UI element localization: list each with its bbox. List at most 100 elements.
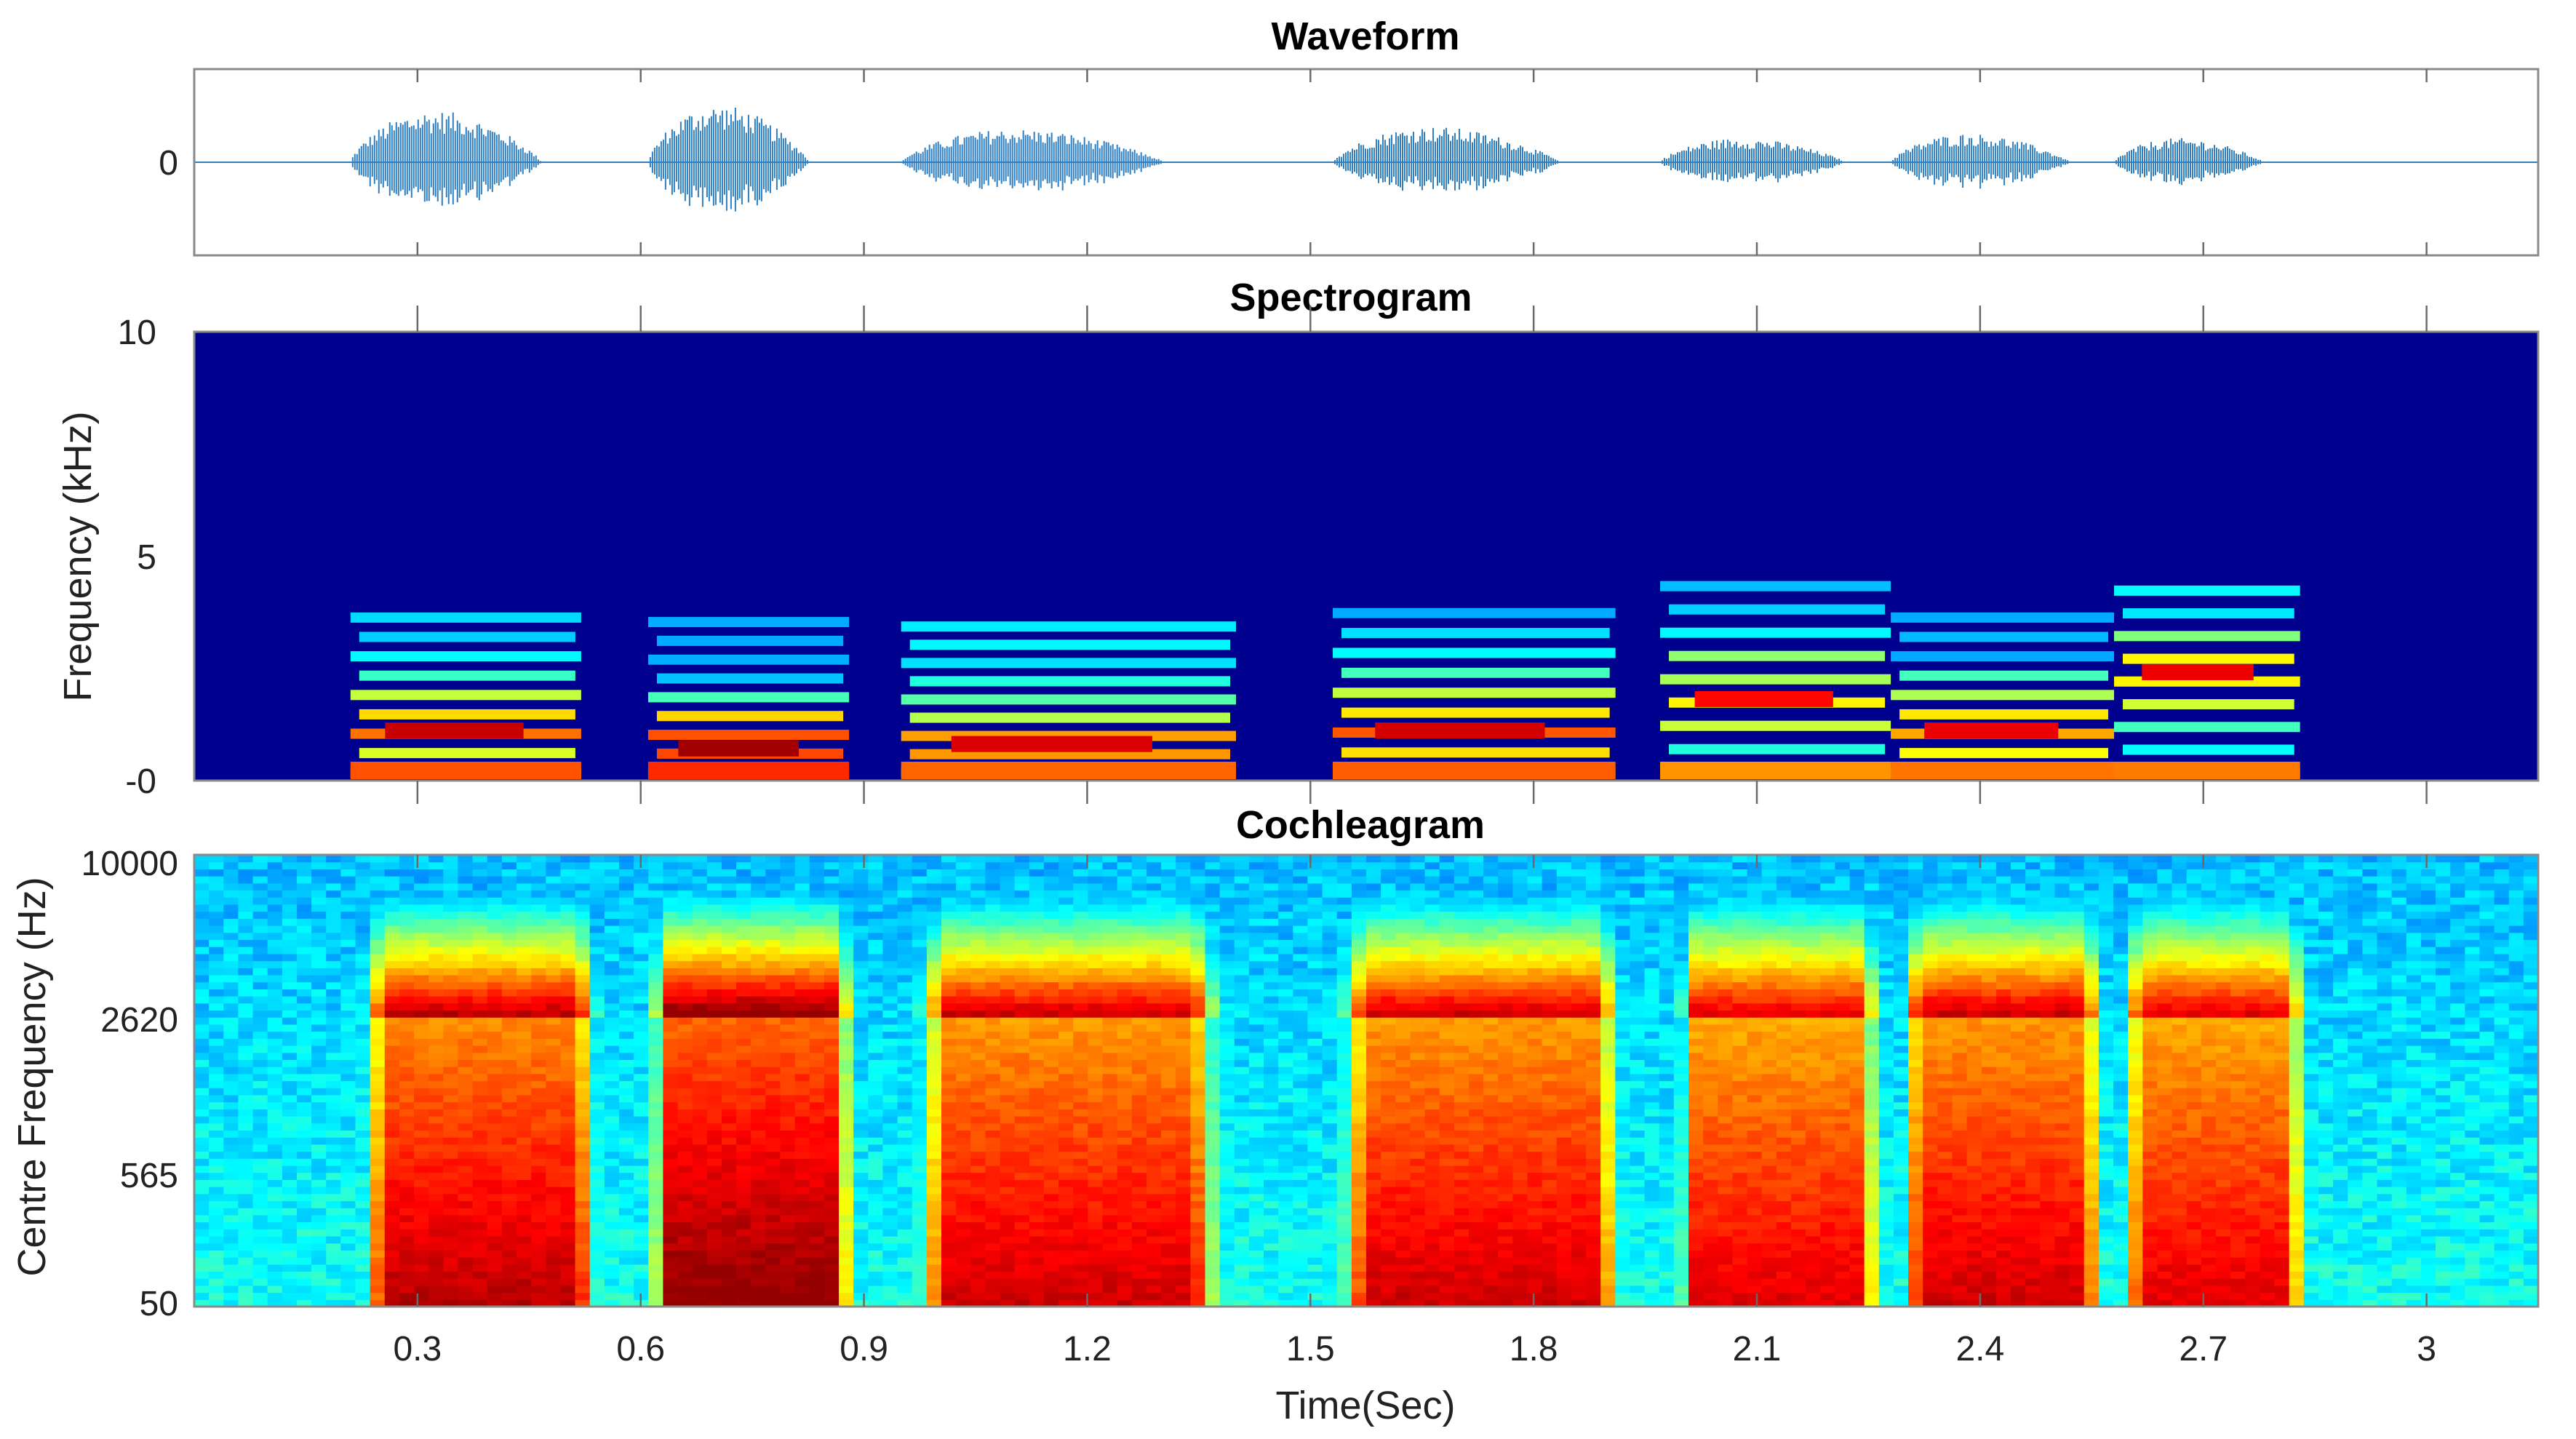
cochleagram-cell [853, 876, 869, 884]
cochleagram-cell [853, 1045, 869, 1053]
cochleagram-cell [1088, 1123, 1104, 1131]
cochleagram-cell [985, 1200, 1001, 1208]
cochleagram-cell [252, 1299, 268, 1307]
cochleagram-cell [765, 1017, 781, 1025]
cochleagram-cell [985, 897, 1001, 905]
cochleagram-cell [209, 876, 224, 884]
cochleagram-cell [1073, 1073, 1088, 1082]
cochleagram-cell [311, 1038, 327, 1046]
cochleagram-cell [809, 882, 825, 891]
cochleagram-cell [428, 1243, 444, 1251]
cochleagram-cell [809, 1243, 825, 1251]
cochleagram-cell [751, 1179, 766, 1187]
cochleagram-cell [1088, 1165, 1104, 1173]
cochleagram-cell [1219, 1151, 1235, 1159]
cochleagram-cell [531, 1229, 546, 1237]
cochleagram-cell [1278, 1172, 1293, 1180]
cochleagram-column [663, 855, 679, 1307]
cochleagram-cell [1161, 989, 1176, 997]
cochleagram-cell [912, 1200, 928, 1208]
cochleagram-cell [458, 953, 474, 962]
cochleagram-cell [546, 1144, 562, 1152]
cochleagram-cell [618, 911, 634, 919]
cochleagram-cell [267, 1278, 283, 1286]
cochleagram-cell [663, 897, 679, 905]
cochleagram-cell [546, 925, 562, 933]
cochleagram-cell [736, 1088, 751, 1096]
cochleagram-cell [458, 1017, 474, 1025]
cochleagram-cell [252, 911, 268, 919]
cochleagram-cell [736, 1059, 751, 1067]
cochleagram-cell [282, 1208, 298, 1216]
cochleagram-cell [839, 1285, 854, 1293]
cochleagram-cell [809, 1010, 825, 1018]
cochleagram-cell [1146, 1285, 1162, 1293]
spectrogram-ytick-10: 10 [118, 314, 156, 352]
cochleagram-cell [311, 1144, 327, 1152]
cochleagram-cell [765, 925, 781, 933]
cochleagram-cell [546, 904, 562, 912]
cochleagram-cell [1029, 869, 1045, 877]
cochleagram-cell [604, 1193, 620, 1202]
cochleagram-cell [282, 1059, 298, 1067]
cochleagram-cell [282, 1278, 298, 1286]
cochleagram-cell [575, 1123, 591, 1131]
cochleagram-cell [399, 1002, 415, 1011]
cochleagram-column [1205, 855, 1221, 1307]
spectrogram-low-band [901, 762, 1236, 779]
cochleagram-cell [692, 1073, 708, 1082]
cochleagram-cell [428, 1073, 444, 1082]
cochleagram-cell [1000, 918, 1016, 926]
cochleagram-cell [252, 1179, 268, 1187]
cochleagram-cell [501, 1235, 517, 1244]
cochleagram-cell [458, 1193, 474, 1202]
cochleagram-cell [531, 968, 546, 976]
cochleagram-cell [267, 932, 283, 941]
cochleagram-cell [868, 1059, 884, 1067]
cochleagram-cell [1131, 1250, 1147, 1258]
cochleagram-cell [546, 861, 562, 870]
cochleagram-cell [912, 1094, 928, 1103]
cochleagram-cell [1073, 897, 1088, 905]
cochleagram-cell [751, 1221, 766, 1229]
cochleagram-cell [296, 960, 312, 968]
cochleagram-cell [1131, 932, 1147, 941]
cochleagram-cell [706, 946, 722, 954]
cochleagram-cell [706, 1208, 722, 1216]
cochleagram-cell [839, 1144, 854, 1152]
cochleagram-cell [618, 1243, 634, 1251]
cochleagram-cell [985, 1045, 1001, 1053]
cochleagram-cell [604, 1116, 620, 1124]
cochleagram-cell [839, 882, 854, 891]
cochleagram-cell [1234, 1031, 1250, 1039]
cochleagram-cell [1146, 897, 1162, 905]
cochleagram-cell [941, 861, 957, 870]
cochleagram-cell [472, 911, 488, 919]
cochleagram-cell [399, 968, 415, 976]
cochleagram-cell [985, 1059, 1001, 1067]
cochleagram-cell [1248, 1271, 1264, 1279]
cochleagram-cell [370, 1264, 386, 1272]
cochleagram-cell [458, 1088, 474, 1096]
cochleagram-cell [501, 1130, 517, 1138]
cochleagram-cell [970, 939, 986, 947]
cochleagram-cell [1205, 1179, 1221, 1187]
cochleagram-cell [897, 1172, 913, 1180]
cochleagram-cell [985, 1101, 1001, 1109]
cochleagram-cell [1146, 1002, 1162, 1011]
cochleagram-cell [384, 882, 400, 891]
cochleagram-cell [560, 1235, 576, 1244]
cochleagram-cell [517, 1024, 532, 1032]
cochleagram-cell [912, 1137, 928, 1145]
cochleagram-cell [1176, 1010, 1191, 1018]
cochleagram-cell [311, 911, 327, 919]
cochleagram-cell [882, 1179, 898, 1187]
cochleagram-cell [1190, 953, 1206, 962]
cochleagram-cell [677, 1250, 693, 1258]
cochleagram-cell [517, 1045, 532, 1053]
cochleagram-cell [414, 1264, 429, 1272]
cochleagram-cell [1248, 1080, 1264, 1088]
cochleagram-cell [868, 981, 884, 989]
cochleagram-cell [736, 1094, 751, 1103]
cochleagram-cell [340, 1235, 356, 1244]
